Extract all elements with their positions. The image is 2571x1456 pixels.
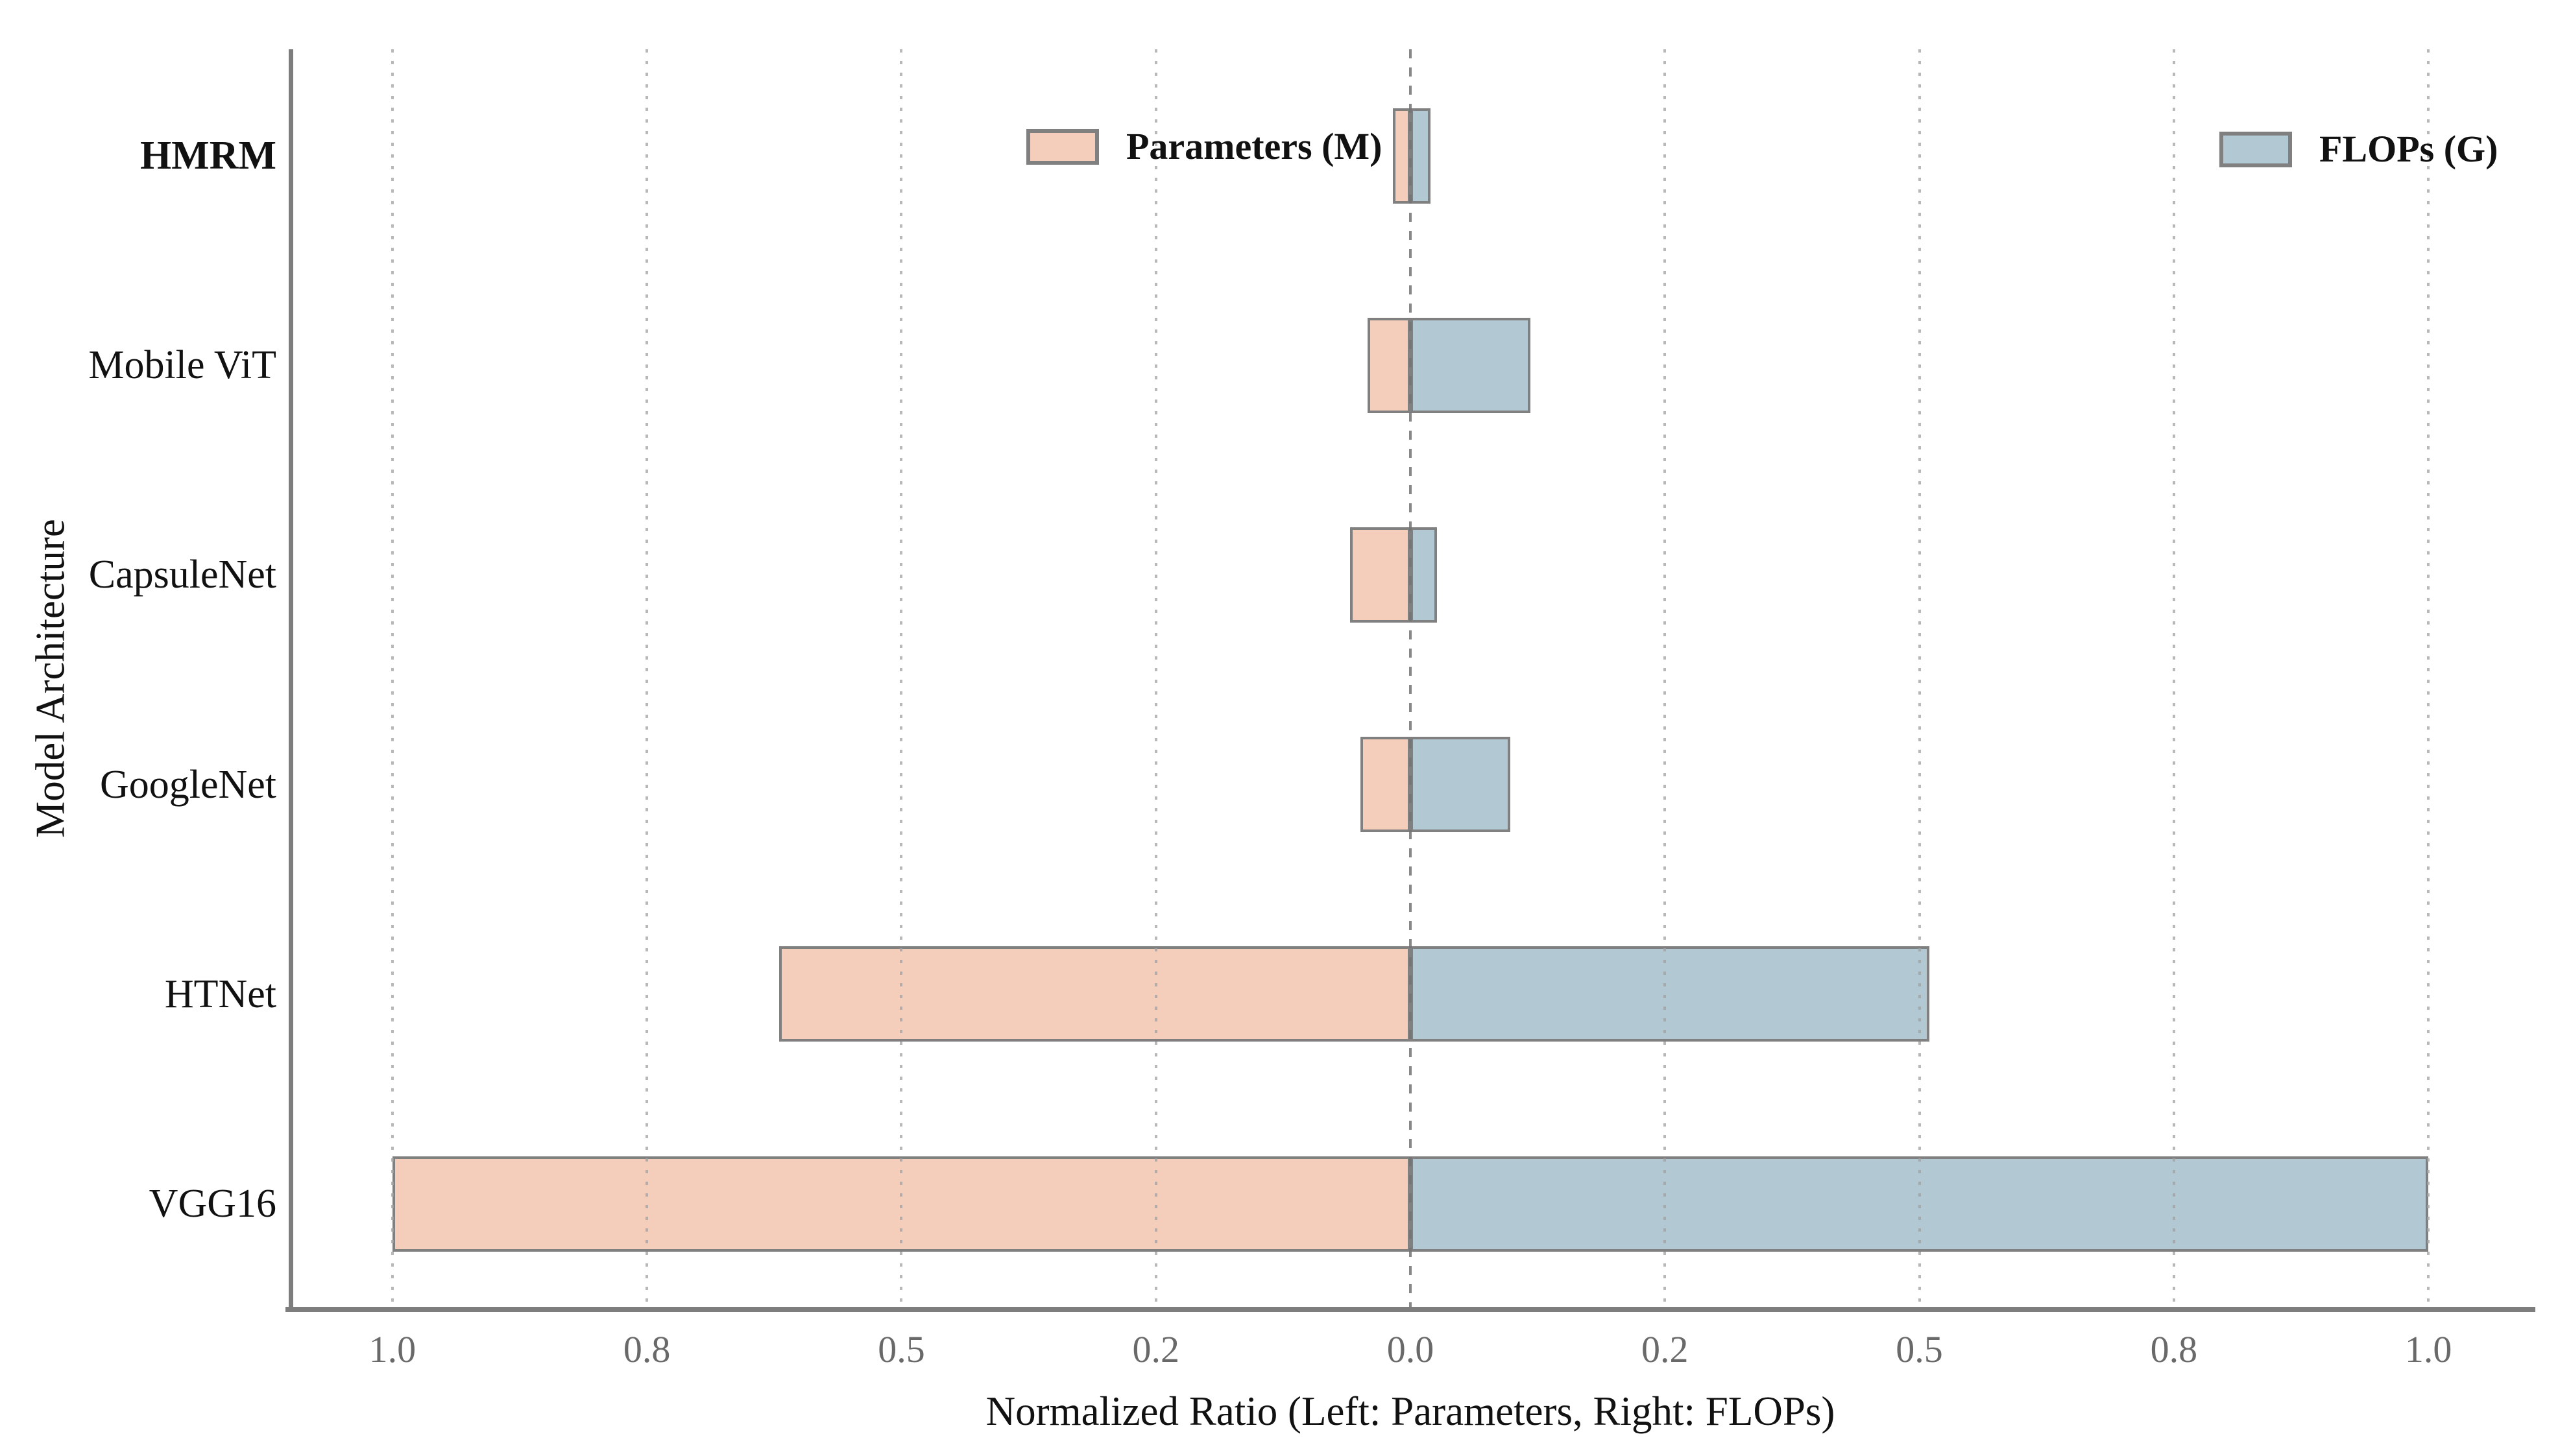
bar-parameters [1350, 527, 1410, 623]
y-tick-label: VGG16 [149, 1182, 276, 1226]
bar-flops [1410, 317, 1531, 413]
x-tick-label: 0.8 [623, 1328, 671, 1370]
y-tick-label: Mobile ViT [88, 343, 276, 388]
bar-parameters [1393, 108, 1410, 204]
bar-parameters [1368, 317, 1410, 413]
x-gridline [1663, 49, 1667, 1307]
x-tick-label: 0.2 [1132, 1328, 1179, 1370]
x-tick-label: 1.0 [2404, 1328, 2452, 1370]
x-gridline [2427, 49, 2430, 1307]
x-tick-label: 0.0 [1386, 1328, 1434, 1370]
x-tick-label: 0.5 [1896, 1328, 1943, 1370]
legend-flops-swatch [2219, 131, 2292, 167]
x-gridline [900, 49, 903, 1307]
x-axis-spine [285, 1307, 2535, 1312]
y-tick-label: GoogleNet [99, 762, 276, 807]
y-tick-label: CapsuleNet [88, 553, 276, 597]
bar-flops [1410, 108, 1431, 204]
bar-parameters [1360, 737, 1410, 833]
bar-flops [1410, 737, 1510, 833]
bar-parameters [779, 946, 1410, 1042]
legend-flops-label: FLOPs (G) [2319, 128, 2498, 170]
y-axis-title: Model Architecture [27, 518, 73, 838]
x-gridline [1918, 49, 1921, 1307]
x-tick-label: 0.8 [2150, 1328, 2198, 1370]
zero-gridline [1409, 49, 1412, 1307]
y-axis-spine [289, 49, 293, 1309]
bar-flops [1410, 527, 1437, 623]
x-gridline [1154, 49, 1157, 1307]
legend-flops: FLOPs (G) [2219, 130, 2498, 169]
legend-parameters-swatch [1026, 128, 1099, 165]
y-tick-label: HTNet [164, 972, 276, 1016]
x-gridline [2172, 49, 2175, 1307]
x-tick-label: 1.0 [368, 1328, 416, 1370]
legend-parameters: Parameters (M) [1026, 127, 1382, 166]
x-gridline [646, 49, 649, 1307]
x-axis-title: Normalized Ratio (Left: Parameters, Righ… [985, 1389, 1835, 1434]
y-tick-label: HMRM [139, 134, 276, 178]
x-tick-label: 0.2 [1641, 1328, 1689, 1370]
x-gridline [391, 49, 394, 1307]
bar-flops [1410, 946, 1930, 1042]
x-tick-label: 0.5 [878, 1328, 925, 1370]
legend-parameters-label: Parameters (M) [1126, 125, 1382, 167]
